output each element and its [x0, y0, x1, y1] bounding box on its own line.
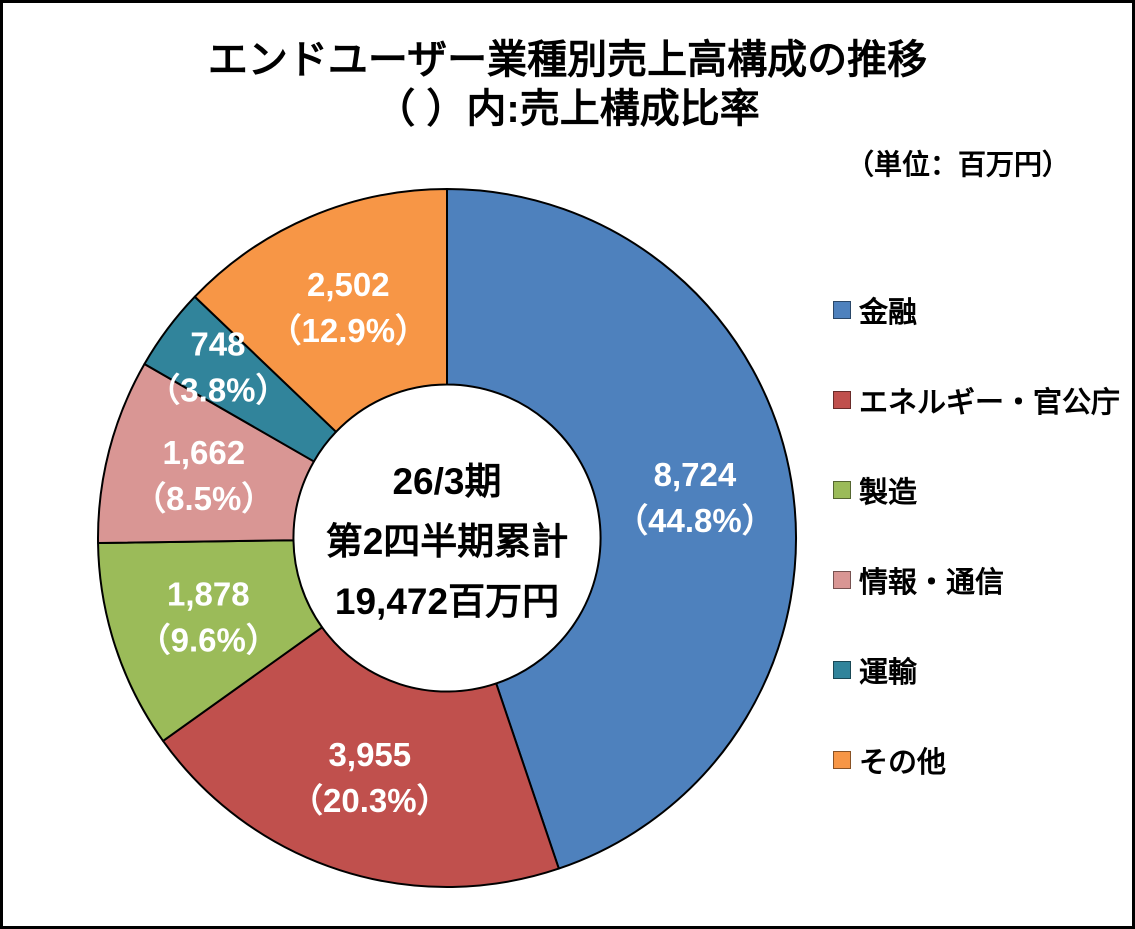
legend-label: 情報・通信 [859, 567, 1005, 599]
legend-swatch [833, 751, 851, 769]
pie-slice-3 [97, 363, 315, 545]
legend-item-4: 運輸 [833, 653, 1120, 689]
slice-label-4: 748 （3.8%） [147, 325, 288, 408]
donut-chart: 8,724 （44.8%） 3,955 （20.3%）1,878 （9.6%） 1,662… [97, 188, 797, 888]
donut-center-line2: 第2四半期累計 [326, 521, 569, 562]
legend-label: 製造 [859, 477, 918, 509]
chart-title-line1: エンドユーザー業種別売上高構成の推移 [207, 38, 928, 82]
slice-label-0: 8,724 （44.8%） [615, 456, 775, 539]
slice-label-1: 3,955 （20.3%） [290, 736, 450, 819]
donut-center-line1: 26/3期 [392, 461, 501, 502]
slice-label-3: 1,662 （8.5%） [133, 434, 274, 517]
legend-swatch [833, 301, 851, 319]
legend-swatch [833, 481, 851, 499]
unit-note: （単位：百万円） [845, 149, 1070, 180]
legend-swatch [833, 661, 851, 679]
legend-item-2: 製造 [833, 473, 1120, 509]
chart-title-line2: （ ）内:売上構成比率 [375, 87, 760, 131]
slice-label-2: 1,878 （9.6%） [138, 575, 279, 658]
legend-swatch [833, 571, 851, 589]
donut-slices [97, 188, 797, 888]
legend-label: 金融 [859, 297, 918, 329]
pie-slice-1 [162, 626, 560, 888]
pie-slice-5 [193, 188, 448, 433]
legend-swatch [833, 391, 851, 409]
slice-label-5: 2,502 （12.9%） [268, 266, 428, 349]
donut-center-line3: 19,472百万円 [335, 581, 559, 622]
pie-slice-0 [446, 188, 797, 870]
legend-item-3: 情報・通信 [833, 563, 1120, 599]
legend-item-1: エネルギー・官公庁 [833, 383, 1120, 419]
donut-slice-labels: 8,724 （44.8%） 3,955 （20.3%）1,878 （9.6%） 1,662… [133, 266, 775, 819]
legend-item-0: 金融 [833, 293, 1120, 329]
legend-item-5: その他 [833, 743, 1120, 779]
legend-label: 運輸 [859, 657, 918, 689]
legend-label: その他 [859, 747, 947, 779]
donut-center-label: 26/3期 第2四半期累計 19,472百万円 [326, 461, 569, 622]
chart-legend: 金融エネルギー・官公庁 製造情報・通信運輸その他 [833, 293, 1120, 779]
legend-label: エネルギー・官公庁 [859, 387, 1121, 419]
chart-title: エンドユーザー業種別売上高構成の推移 （ ）内:売上構成比率 [3, 36, 1132, 134]
